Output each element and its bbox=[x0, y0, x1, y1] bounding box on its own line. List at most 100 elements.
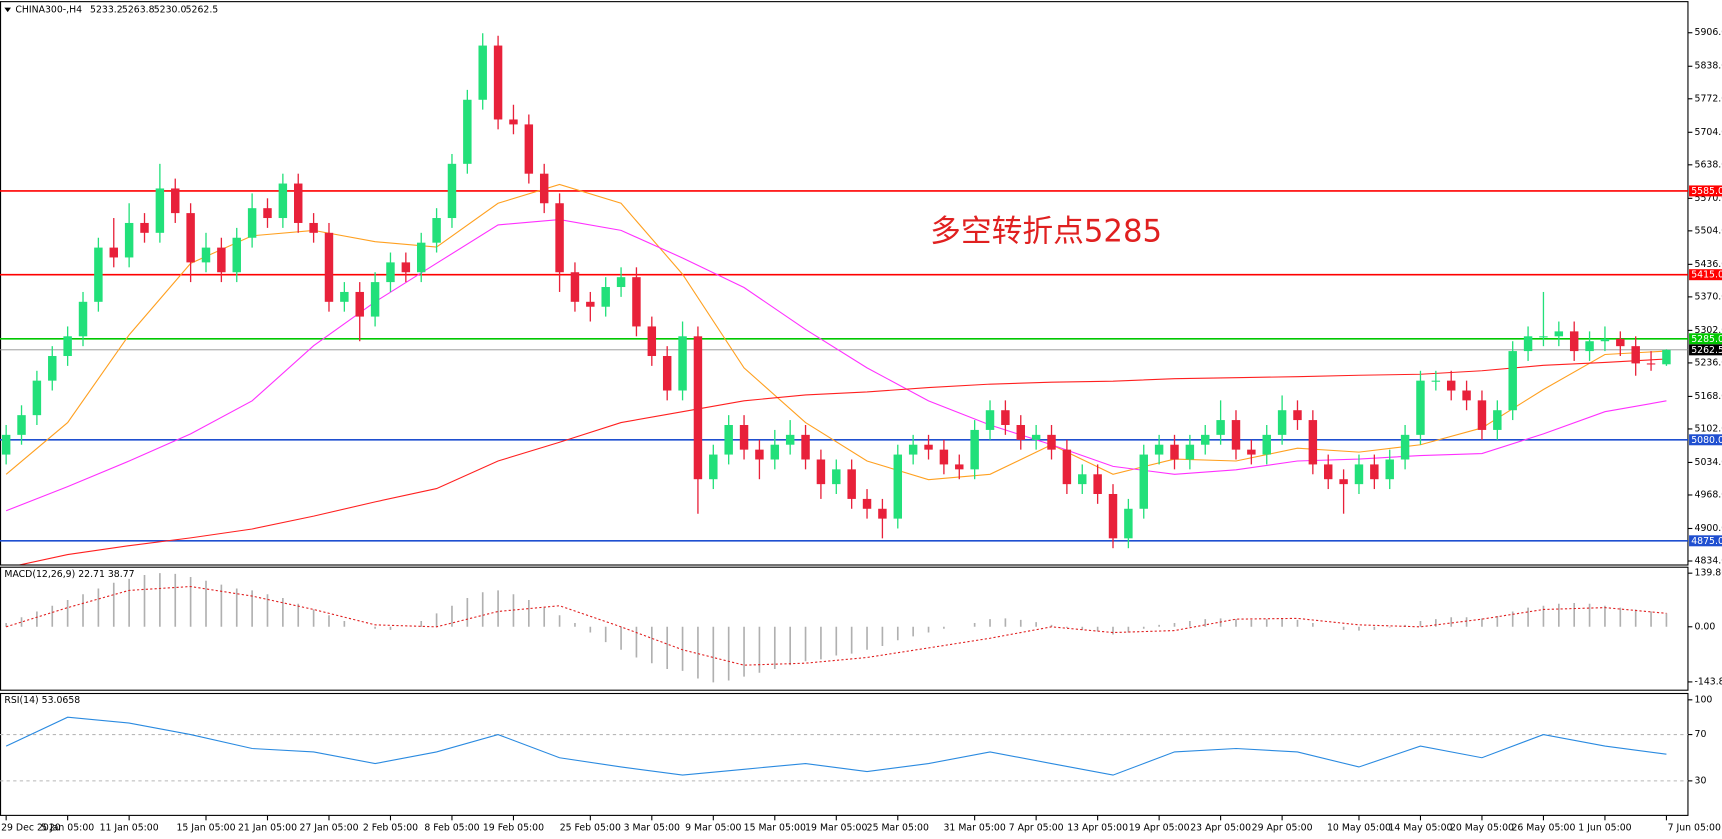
candle-body bbox=[232, 237, 241, 273]
candle-body bbox=[1400, 434, 1410, 460]
candle-body bbox=[1585, 341, 1594, 352]
x-tick-label: 25 Feb 05:00 bbox=[560, 823, 621, 834]
candle-body bbox=[1231, 420, 1241, 450]
level-label: 5262.5 bbox=[1691, 345, 1722, 356]
candle-body bbox=[386, 262, 395, 283]
candle-body bbox=[1370, 464, 1379, 480]
candle-body bbox=[662, 356, 672, 391]
quote-value: 5262.5 bbox=[186, 4, 219, 15]
x-tick-label: 15 Jan 05:00 bbox=[176, 823, 235, 834]
y-tick-label: 5370.0 bbox=[1695, 291, 1722, 302]
candle-body bbox=[140, 222, 149, 233]
rsi-label: RSI(14) 53.0658 bbox=[4, 695, 80, 706]
chart-symbol: CHINA300-,H4 bbox=[15, 4, 82, 15]
macd-plot bbox=[5, 573, 1668, 683]
candle-body bbox=[247, 208, 257, 238]
candle-body bbox=[1493, 410, 1502, 430]
quote-value: 5263.8 bbox=[122, 4, 155, 15]
annotation: 多空转折点5285 bbox=[930, 213, 1162, 249]
menu-arrow[interactable] bbox=[4, 7, 11, 13]
y-tick-label: 5570.0 bbox=[1695, 193, 1722, 204]
candle-body bbox=[1124, 508, 1133, 539]
x-tick-label: 20 May 05:00 bbox=[1450, 823, 1514, 834]
candle-body bbox=[78, 301, 88, 337]
candle-body bbox=[493, 45, 503, 120]
level-label: 5080.0 bbox=[1691, 435, 1722, 446]
candle-body bbox=[324, 232, 334, 302]
x-tick-label: 2 Feb 05:00 bbox=[363, 823, 418, 834]
candle-body bbox=[63, 336, 72, 357]
candle-body bbox=[862, 498, 872, 509]
candle-body bbox=[832, 469, 841, 485]
level-label: 5415.0 bbox=[1691, 270, 1722, 281]
level-label-box bbox=[1689, 434, 1722, 446]
y-tick-label: 30 bbox=[1695, 775, 1707, 786]
candle-body bbox=[1308, 420, 1318, 465]
y-tick-label: 5906.0 bbox=[1695, 27, 1722, 38]
candle-body bbox=[709, 454, 718, 480]
x-tick-label: 19 Mar 05:00 bbox=[805, 823, 867, 834]
level-label: 5585.0 bbox=[1691, 186, 1722, 197]
y-tick-label: 5302.0 bbox=[1695, 325, 1722, 336]
candle-body bbox=[1262, 434, 1271, 455]
level-label: 4875.0 bbox=[1691, 536, 1722, 547]
candle-body bbox=[1108, 493, 1118, 539]
candle-body bbox=[586, 301, 595, 307]
main-panel bbox=[0, 1, 1689, 566]
candle-body bbox=[1062, 449, 1072, 485]
quote-value: 5233.2 bbox=[90, 4, 123, 15]
candle-body bbox=[1093, 474, 1102, 494]
y-tick-label: -143.82 bbox=[1695, 676, 1722, 687]
candle-body bbox=[785, 434, 795, 445]
candle-body bbox=[955, 464, 964, 470]
candle-body bbox=[478, 45, 487, 100]
candle-body bbox=[647, 326, 657, 357]
candle-body bbox=[1523, 336, 1533, 352]
candle-body bbox=[1539, 336, 1548, 338]
candle-body bbox=[447, 163, 457, 219]
candle-body bbox=[217, 247, 226, 273]
y-tick-label: 4900.0 bbox=[1695, 523, 1722, 534]
candle-body bbox=[1631, 346, 1640, 364]
candle-body bbox=[263, 208, 272, 219]
candle-body bbox=[1354, 464, 1364, 485]
candle-body bbox=[186, 213, 195, 263]
y-tick-label: 5838.0 bbox=[1695, 61, 1722, 72]
candle-body bbox=[416, 242, 426, 273]
candle-body bbox=[1185, 444, 1195, 460]
candle-body bbox=[678, 336, 687, 391]
candle-body bbox=[893, 454, 903, 519]
candle-body bbox=[1293, 410, 1302, 421]
candle-body bbox=[616, 277, 626, 288]
x-tick-label: 19 Apr 05:00 bbox=[1129, 823, 1190, 834]
y-tick-label: 5034.0 bbox=[1695, 457, 1722, 468]
candle-body bbox=[1216, 420, 1225, 435]
x-tick-label: 29 Dec 2020 bbox=[1, 823, 61, 834]
candle-body bbox=[1047, 434, 1056, 450]
macd-panel bbox=[0, 566, 1689, 691]
x-tick-label: 23 Apr 05:00 bbox=[1190, 823, 1251, 834]
candle-body bbox=[1646, 363, 1656, 365]
candle-body bbox=[1616, 338, 1625, 347]
candle-body bbox=[539, 173, 549, 204]
candle-body bbox=[1554, 331, 1564, 337]
rsi-panel bbox=[0, 692, 1689, 816]
candle-body bbox=[570, 272, 580, 302]
candle-body bbox=[48, 356, 57, 381]
y-tick-label: 0.00 bbox=[1695, 621, 1716, 632]
candle-body bbox=[755, 449, 764, 460]
candle-body bbox=[1001, 410, 1010, 426]
level-label: 5285.0 bbox=[1691, 334, 1722, 345]
candle-body bbox=[1323, 464, 1333, 480]
candle-body bbox=[109, 247, 118, 258]
candle-body bbox=[1385, 459, 1394, 480]
level-label-box bbox=[1689, 344, 1722, 356]
candle-body bbox=[294, 183, 303, 223]
candle-body bbox=[1569, 331, 1579, 352]
y-tick-label: 100 bbox=[1695, 694, 1713, 705]
candle-body bbox=[1277, 410, 1287, 435]
candle-body bbox=[1170, 444, 1179, 460]
candle-body bbox=[1662, 349, 1671, 365]
candle-body bbox=[1339, 479, 1348, 485]
